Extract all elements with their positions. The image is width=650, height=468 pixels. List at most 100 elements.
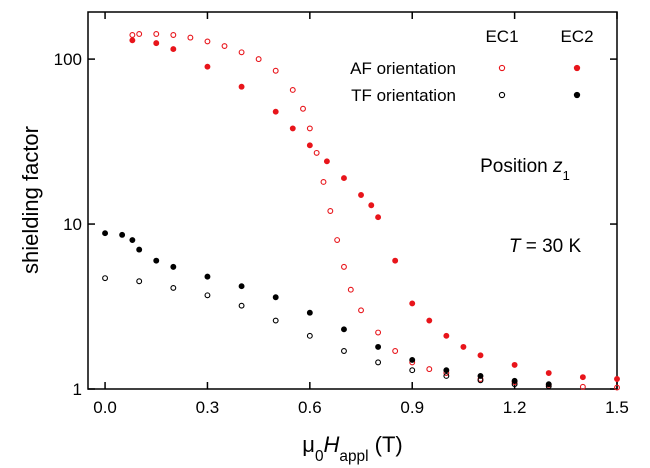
text-part: μ: [302, 432, 315, 457]
data-point: [341, 263, 347, 270]
data-point: [136, 278, 143, 285]
data-point: [300, 105, 306, 112]
data-point: [129, 237, 136, 243]
plot-frame: [87, 11, 618, 390]
data-point: [614, 384, 620, 391]
y-tick-label: 100: [54, 50, 82, 69]
legend-label: AF orientation: [350, 59, 456, 78]
data-point: [255, 56, 262, 63]
data-point: [204, 273, 211, 280]
data-point: [443, 367, 450, 374]
x-tick-label: 1.5: [605, 398, 629, 417]
legend-header: EC2: [560, 27, 593, 46]
text-part: = 30 K: [520, 236, 581, 257]
text-part: H: [324, 432, 340, 457]
data-point: [306, 142, 313, 149]
data-point: [443, 372, 450, 379]
data-point: [409, 367, 416, 374]
data-point: [221, 43, 228, 49]
data-point: [306, 332, 313, 339]
data-point: [477, 352, 484, 359]
legend-header: EC1: [485, 27, 518, 46]
data-point: [153, 40, 160, 47]
text-part: z: [552, 156, 563, 177]
data-point: [272, 294, 279, 301]
data-point: [334, 237, 341, 243]
data-point: [289, 125, 296, 132]
annotation: T = 30 K: [509, 236, 582, 257]
text-part: 0: [315, 448, 324, 465]
data-point: [426, 366, 433, 373]
legend-marker: [573, 64, 581, 72]
data-point: [136, 246, 143, 253]
data-point: [204, 63, 211, 70]
data-point: [341, 175, 347, 182]
text-part: 1: [562, 168, 569, 183]
data-point: [289, 87, 296, 93]
data-point: [579, 374, 586, 381]
data-point: [358, 192, 364, 198]
x-tick-label: 0.0: [93, 398, 117, 417]
data-point: [136, 31, 143, 37]
data-point: [238, 83, 245, 90]
data-point: [443, 332, 450, 339]
data-point: [323, 158, 330, 165]
text-part: (T): [369, 432, 403, 457]
data-point: [170, 32, 177, 38]
text-part: T: [509, 236, 522, 257]
x-tick-label: 0.6: [298, 398, 322, 417]
data-point: [511, 377, 518, 384]
text-part: Position: [480, 156, 553, 177]
data-point: [204, 292, 211, 299]
data-point: [153, 257, 160, 264]
data-point: [477, 372, 484, 379]
data-point: [129, 37, 136, 44]
data-point: [375, 214, 382, 221]
data-point: [375, 359, 382, 366]
x-axis-label: μ0Happl (T): [302, 432, 402, 465]
x-tick-label: 0.3: [196, 398, 220, 417]
data-point: [375, 329, 382, 336]
legend-label: TF orientation: [351, 86, 456, 105]
data-point: [614, 376, 620, 382]
y-axis-label: shielding factor: [18, 126, 43, 274]
data-point: [545, 381, 552, 388]
data-point: [392, 348, 399, 354]
data-point: [170, 46, 177, 53]
data-point: [238, 283, 245, 290]
data-point: [102, 230, 109, 237]
annotation: Position z1: [480, 156, 570, 183]
legend-marker: [573, 91, 581, 99]
data-point: [204, 38, 211, 45]
data-point: [306, 125, 313, 132]
data-point: [579, 383, 586, 390]
data-point: [187, 34, 194, 41]
data-point: [272, 67, 279, 74]
data-point: [170, 284, 177, 291]
data-point: [313, 149, 320, 156]
data-point: [238, 49, 245, 56]
y-tick-label: 1: [73, 380, 82, 399]
data-point: [426, 317, 433, 324]
data-point: [170, 263, 177, 270]
data-point: [102, 275, 109, 282]
data-point: [341, 326, 347, 333]
data-point: [511, 361, 518, 368]
y-tick-label: 10: [63, 215, 82, 234]
data-point: [375, 343, 382, 350]
data-point: [119, 231, 126, 238]
data-point: [347, 286, 354, 293]
x-tick-label: 0.9: [400, 398, 424, 417]
data-point: [320, 178, 327, 185]
data-point: [272, 317, 279, 324]
x-tick-label: 1.2: [503, 398, 527, 417]
data-point: [272, 108, 279, 115]
data-point: [153, 31, 160, 37]
legend-marker: [498, 91, 506, 99]
data-point: [341, 348, 347, 354]
data-point: [409, 300, 416, 307]
data-point: [306, 309, 313, 316]
data-point: [358, 307, 364, 314]
data-point: [545, 370, 552, 376]
